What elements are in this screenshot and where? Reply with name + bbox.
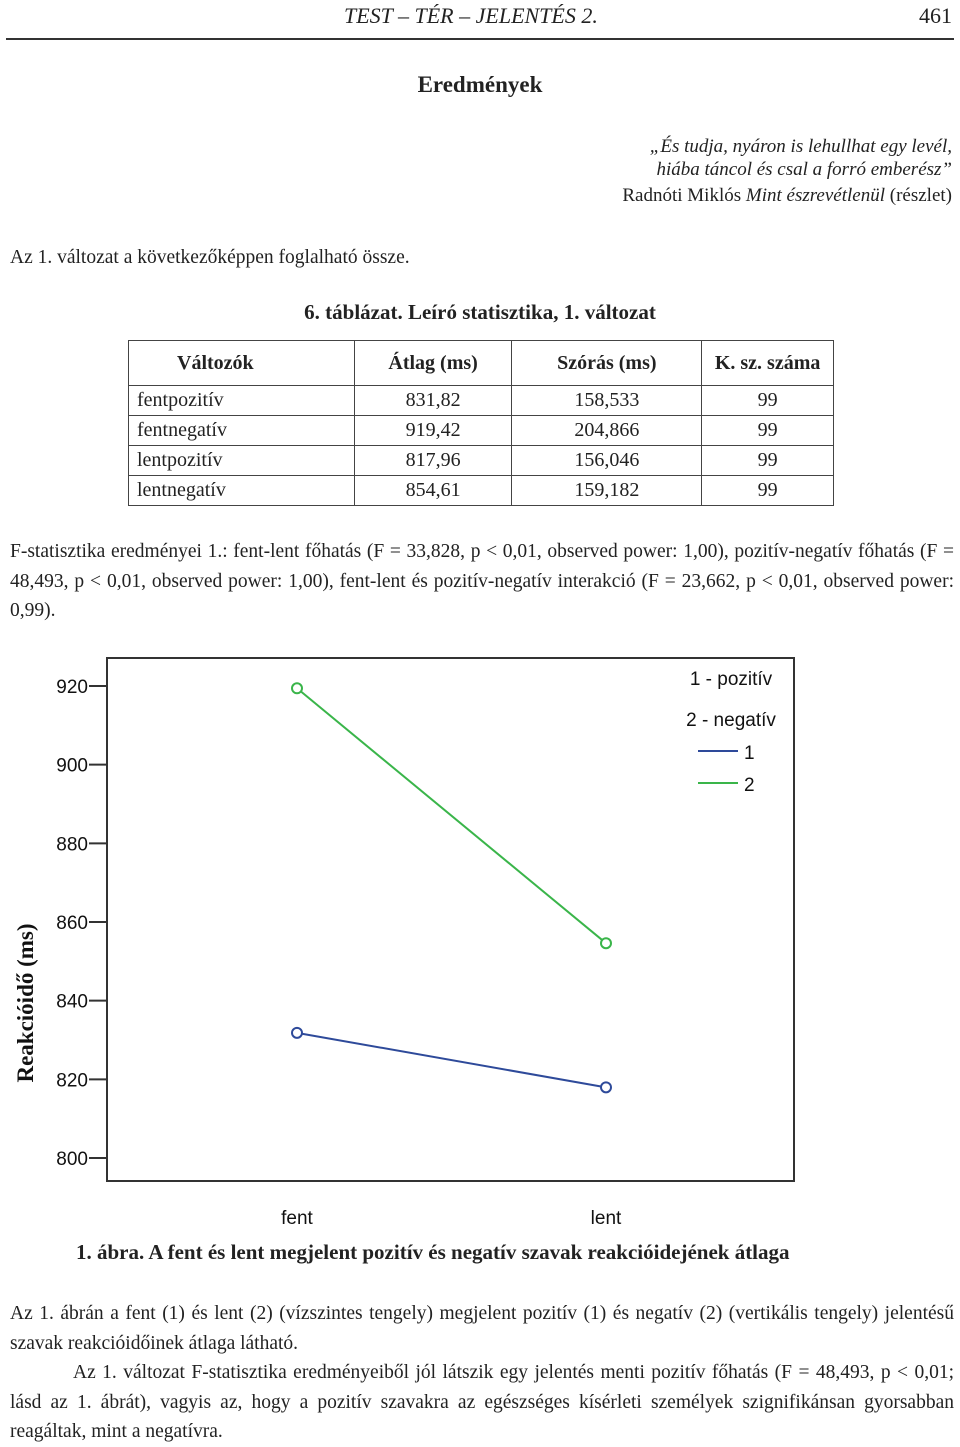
series-1-point <box>291 1026 303 1039</box>
series-2-point <box>291 682 303 695</box>
legend-label-1: 1 <box>744 743 755 764</box>
cell-variable: fentpozitív <box>128 385 355 416</box>
y-tick-label: 840 <box>56 992 88 1013</box>
y-tick-label: 900 <box>56 756 88 777</box>
table-row: fentnegatív 919,42 204,866 99 <box>128 415 834 446</box>
cell-mean: 831,82 <box>353 385 513 416</box>
cell-n: 99 <box>701 475 834 506</box>
header-szoras: Szórás (ms) <box>511 340 703 386</box>
cell-sd: 158,533 <box>511 385 703 416</box>
cell-mean: 919,42 <box>353 415 513 446</box>
series-1-line <box>296 1031 607 1089</box>
series-group <box>291 682 612 1094</box>
motto-line-2: hiába táncol és csal a forró emberész” <box>656 159 952 180</box>
header-ksz: K. sz. száma <box>701 340 834 386</box>
cell-sd: 204,866 <box>511 415 703 446</box>
legend-title-2: 2 - negatív <box>686 710 776 731</box>
section-title: Eredmények <box>417 72 543 97</box>
header-atlag: Átlag (ms) <box>353 340 513 386</box>
x-tick-label: lent <box>591 1208 622 1229</box>
description-paragraph-2: Az 1. változat F-statisztika eredményeib… <box>10 1362 954 1442</box>
cell-variable: lentnegatív <box>128 475 355 506</box>
y-tick-label: 880 <box>56 834 88 855</box>
x-axis: fent lent <box>281 1208 622 1229</box>
page-number: 461 <box>919 3 952 28</box>
table-header-row: Változók Átlag (ms) Szórás (ms) K. sz. s… <box>128 340 834 386</box>
cell-variable: fentnegatív <box>128 415 355 446</box>
reaction-time-chart: 800 820 840 860 880 900 920 fent lent 1 - pozit… <box>13 657 795 1229</box>
cell-mean: 854,61 <box>353 475 513 506</box>
description-paragraph-1: Az 1. ábrán a fent (1) és lent (2) (vízs… <box>10 1303 954 1354</box>
motto-author: Radnóti Miklós <box>622 185 746 206</box>
cell-n: 99 <box>701 415 834 446</box>
y-axis: 800 820 840 860 880 900 920 <box>56 677 107 1170</box>
legend-label-2: 2 <box>744 775 755 796</box>
x-tick-label: fent <box>281 1208 313 1229</box>
series-1-point <box>600 1081 612 1094</box>
y-tick-label: 820 <box>56 1070 88 1091</box>
motto-attribution: Radnóti Miklós Mint észrevétlenül (részl… <box>622 185 952 207</box>
table-row: lentnegatív 854,61 159,182 99 <box>128 475 834 506</box>
y-tick-label: 800 <box>56 1149 88 1170</box>
figure-caption: 1. ábra. A fent és lent megjelent pozití… <box>76 1240 790 1264</box>
series-2-line <box>296 687 607 944</box>
cell-n: 99 <box>701 385 834 416</box>
fstat-paragraph: F-statisztika eredményei 1.: fent-lent f… <box>10 541 954 621</box>
header-rule <box>6 38 954 40</box>
motto-line-1: „És tudja, nyáron is lehullhat egy levél… <box>649 136 952 157</box>
cell-variable: lentpozitív <box>128 445 355 476</box>
y-tick-label: 860 <box>56 913 88 934</box>
running-title: TEST – TÉR – JELENTÉS 2. <box>344 3 598 28</box>
header-valtozok: Változók <box>128 340 355 386</box>
motto-work: Mint észrevétlenül <box>745 185 886 206</box>
cell-n: 99 <box>701 445 834 476</box>
intro-paragraph: Az 1. változat a következőképpen foglalh… <box>10 247 410 268</box>
table-caption: 6. táblázat. Leíró statisztika, 1. válto… <box>304 300 656 324</box>
table-row: fentpozitív 831,82 158,533 99 <box>128 385 834 416</box>
plot-frame <box>106 657 795 1182</box>
y-tick-label: 920 <box>56 677 88 698</box>
running-head: TEST – TÉR – JELENTÉS 2. 461 <box>0 0 960 40</box>
cell-sd: 156,046 <box>511 445 703 476</box>
legend-title-1: 1 - pozitív <box>690 669 773 690</box>
stats-table: Változók Átlag (ms) Szórás (ms) K. sz. s… <box>128 340 834 506</box>
motto-note: (részlet) <box>885 185 952 206</box>
table-row: lentpozitív 817,96 156,046 99 <box>128 445 834 476</box>
legend: 1 - pozitív 2 - negatív 1 2 <box>686 669 776 796</box>
series-2-point <box>600 937 612 950</box>
cell-sd: 159,182 <box>511 475 703 506</box>
cell-mean: 817,96 <box>353 445 513 476</box>
y-axis-label: Reakcióidő (ms) <box>13 923 38 1082</box>
